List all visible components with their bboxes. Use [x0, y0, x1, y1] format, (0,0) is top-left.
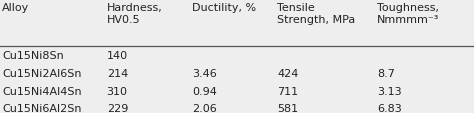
Text: Alloy: Alloy: [2, 3, 29, 13]
Text: 3.46: 3.46: [192, 68, 217, 78]
Text: 2.06: 2.06: [192, 103, 217, 113]
Text: 711: 711: [277, 86, 299, 96]
Text: 310: 310: [107, 86, 128, 96]
Text: Cu15Ni4Al4Sn: Cu15Ni4Al4Sn: [2, 86, 82, 96]
Text: Cu15Ni6Al2Sn: Cu15Ni6Al2Sn: [2, 103, 82, 113]
Text: Ductility, %: Ductility, %: [192, 3, 256, 13]
Text: 229: 229: [107, 103, 128, 113]
Text: Hardness,
HV0.5: Hardness, HV0.5: [107, 3, 163, 25]
Text: 214: 214: [107, 68, 128, 78]
Text: 140: 140: [107, 51, 128, 61]
Text: 3.13: 3.13: [377, 86, 401, 96]
Text: 581: 581: [277, 103, 299, 113]
Text: 424: 424: [277, 68, 299, 78]
Text: Tensile
Strength, MPa: Tensile Strength, MPa: [277, 3, 356, 25]
Text: Cu15Ni2Al6Sn: Cu15Ni2Al6Sn: [2, 68, 82, 78]
Text: Cu15Ni8Sn: Cu15Ni8Sn: [2, 51, 64, 61]
Text: 8.7: 8.7: [377, 68, 395, 78]
Text: Toughness,
Nmmmm⁻³: Toughness, Nmmmm⁻³: [377, 3, 439, 25]
Text: 0.94: 0.94: [192, 86, 217, 96]
Text: 6.83: 6.83: [377, 103, 401, 113]
